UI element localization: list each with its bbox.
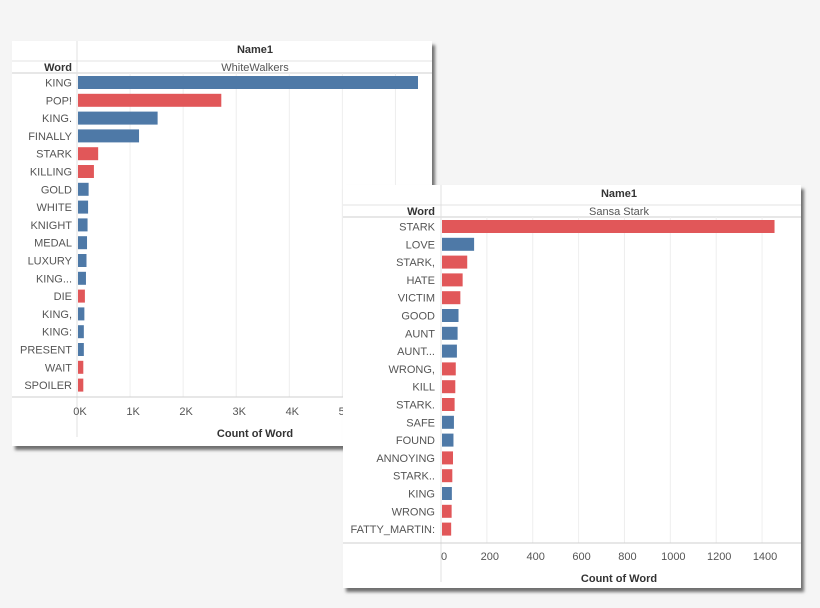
chart-subtitle: Sansa Stark [589, 206, 649, 218]
bar [78, 147, 99, 161]
category-label: KING: [42, 327, 72, 339]
bar [442, 487, 452, 500]
bar [442, 291, 461, 305]
bar [78, 378, 84, 392]
x-axis-label: Count of Word [217, 428, 293, 440]
bar [78, 93, 222, 107]
category-label: LOVE [406, 239, 435, 251]
x-tick-label: 3K [232, 406, 246, 418]
category-label: FINALLY [28, 131, 72, 143]
chart-sansa-stark: Name1 Sansa Stark Word Count of Word 0 20… [343, 185, 801, 585]
bar [78, 254, 87, 267]
category-label: KING... [36, 273, 72, 285]
category-label: AUNT... [397, 346, 435, 358]
category-label: VICTIM [398, 293, 435, 305]
bar [442, 522, 452, 536]
category-label: STARK.. [393, 471, 435, 483]
x-axis-label: Count of Word [581, 573, 657, 585]
category-label: AUNT [405, 328, 435, 340]
bar [442, 451, 454, 465]
chart-whitewalkers: Name1 WhiteWalkers Word Count of Word 0K… [12, 41, 432, 440]
category-label: WHITE [37, 202, 72, 214]
category-label: STARK. [396, 400, 435, 412]
category-label: SPOILER [24, 380, 72, 392]
category-label: STARK [36, 149, 73, 161]
category-label: KILL [412, 382, 435, 394]
category-label: KING, [42, 309, 72, 321]
bar [78, 307, 85, 321]
category-label: FOUND [396, 435, 435, 447]
category-label: STARK, [396, 257, 435, 269]
bar [442, 433, 454, 447]
bar [78, 325, 84, 339]
chart-subtitle: WhiteWalkers [221, 62, 289, 74]
bar [78, 200, 89, 214]
bar [442, 344, 457, 358]
bar [442, 326, 458, 340]
chart-title: Name1 [237, 44, 273, 56]
category-label: KING [408, 489, 435, 501]
category-label: DIE [54, 291, 72, 303]
x-tick-label: 600 [572, 551, 590, 563]
x-tick-label: 4K [286, 406, 300, 418]
category-label: POP! [46, 95, 72, 107]
x-tick-label: 1200 [707, 551, 731, 563]
bar [78, 165, 94, 178]
category-label: MEDAL [34, 238, 72, 250]
bar [78, 271, 86, 285]
x-tick-label: 0 [441, 551, 447, 563]
bar [442, 362, 456, 376]
chart-panel-sansa-stark: Name1 Sansa Stark Word Count of Word 0 20… [343, 185, 801, 588]
bar [442, 220, 775, 233]
bar [442, 380, 456, 394]
category-label: KING [45, 78, 72, 90]
category-label: WRONG [392, 506, 435, 518]
bar [442, 415, 454, 429]
bar [78, 129, 140, 143]
category-label: KING. [42, 113, 72, 125]
bar [442, 398, 455, 411]
bar [78, 182, 89, 196]
x-tick-label: 400 [527, 551, 545, 563]
bar [78, 111, 158, 125]
category-label: KNIGHT [30, 220, 72, 232]
bar [442, 469, 453, 483]
category-label: KILLING [30, 167, 72, 179]
x-tick-label: 800 [618, 551, 636, 563]
x-tick-label: 2K [179, 406, 193, 418]
category-label: SAFE [406, 417, 435, 429]
x-tick-label: 1400 [753, 551, 777, 563]
x-tick-label: 0K [73, 406, 87, 418]
bar [78, 218, 88, 232]
category-label: STARK [399, 222, 436, 234]
category-label: FATTY_MARTIN: [350, 524, 435, 536]
category-label: ANNOYING [376, 453, 435, 465]
bar [442, 273, 463, 287]
category-label: GOLD [41, 184, 72, 196]
row-header: Word [44, 62, 72, 74]
bar [442, 237, 475, 251]
category-label: WAIT [45, 362, 72, 374]
bar [442, 309, 459, 322]
category-label: WRONG, [389, 364, 435, 376]
x-tick-label: 200 [481, 551, 499, 563]
category-label: HATE [406, 275, 435, 287]
bar [78, 236, 88, 250]
category-label: GOOD [401, 311, 435, 323]
x-tick-label: 1000 [661, 551, 685, 563]
row-header: Word [407, 206, 435, 218]
x-tick-label: 1K [126, 406, 140, 418]
category-label: PRESENT [20, 345, 72, 357]
bar [78, 76, 418, 89]
bar [78, 360, 84, 374]
category-label: LUXURY [28, 256, 73, 268]
bar [78, 289, 85, 303]
chart-title: Name1 [601, 188, 637, 200]
bar [442, 504, 452, 518]
bar [78, 343, 84, 356]
bar [442, 255, 468, 269]
